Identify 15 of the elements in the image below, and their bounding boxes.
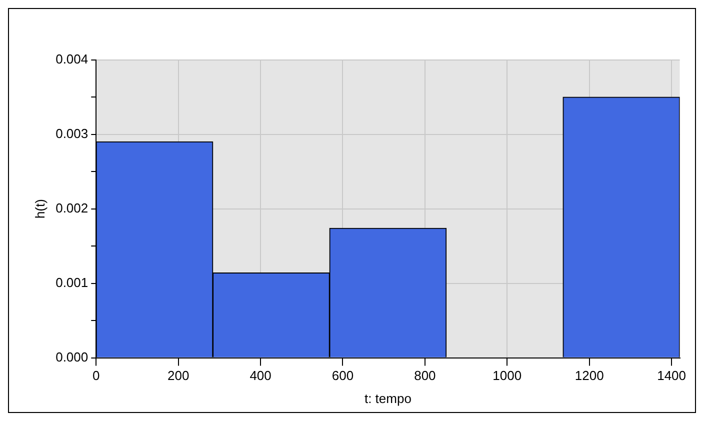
- y-tick-label: 0.001: [56, 274, 88, 290]
- y-tick-label: 0.003: [56, 126, 88, 141]
- x-tick-label: 0: [92, 368, 100, 384]
- x-tick-label: 200: [167, 368, 190, 384]
- x-tick-label: 800: [414, 368, 436, 384]
- x-tick-label: 600: [332, 368, 354, 384]
- x-tick-label: 400: [250, 368, 272, 384]
- x-axis-title: t: tempo: [364, 390, 412, 406]
- x-tick-label: 1000: [492, 368, 522, 384]
- y-tick-label: 0.004: [56, 51, 88, 66]
- y-tick-label: 0.002: [56, 200, 88, 216]
- y-tick-label: 0.000: [56, 349, 88, 364]
- x-tick-label: 1400: [657, 368, 686, 384]
- y-axis-title: h(t): [32, 199, 48, 219]
- x-tick-label: 1200: [574, 368, 604, 384]
